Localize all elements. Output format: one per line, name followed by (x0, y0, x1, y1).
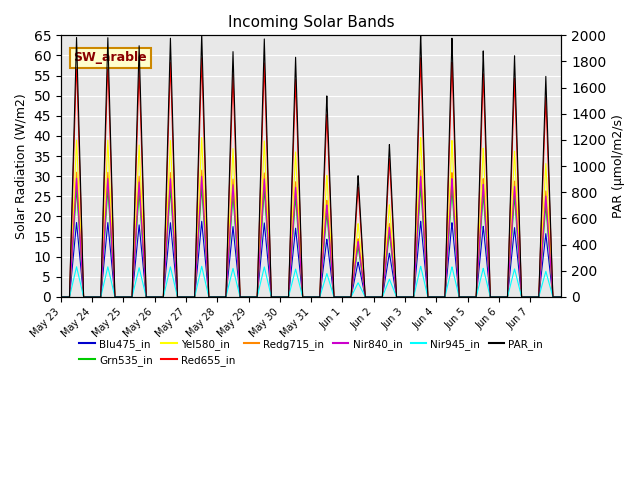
Grn535_in (198, 184, 205, 190)
Nir840_in (486, 284, 493, 289)
Red655_in (330, 282, 337, 288)
Line: Redg715_in: Redg715_in (61, 170, 561, 297)
Red655_in (486, 274, 493, 279)
PAR_in (473, 276, 481, 282)
Nir945_in (356, 284, 364, 290)
Red655_in (557, 294, 565, 300)
Nir945_in (486, 291, 493, 297)
Yel580_in (356, 242, 364, 248)
Nir840_in (161, 272, 168, 278)
Yel580_in (57, 294, 65, 300)
Blu475_in (449, 222, 456, 228)
Blu475_in (473, 289, 481, 295)
Line: Grn535_in: Grn535_in (61, 187, 561, 297)
Nir840_in (473, 286, 481, 292)
Blu475_in (198, 218, 205, 224)
Yel580_in (161, 265, 168, 271)
PAR_in (57, 294, 65, 300)
Nir945_in (449, 264, 456, 270)
PAR_in (486, 271, 493, 277)
Nir840_in (57, 294, 65, 300)
Line: PAR_in: PAR_in (61, 33, 561, 297)
Yel580_in (557, 294, 565, 300)
PAR_in (557, 294, 565, 300)
Redg715_in (161, 271, 168, 276)
Nir945_in (198, 264, 205, 269)
Redg715_in (330, 288, 337, 293)
Grn535_in (449, 188, 456, 194)
PAR_in (356, 209, 364, 215)
Grn535_in (330, 288, 337, 294)
Grn535_in (473, 287, 481, 292)
Red655_in (449, 65, 456, 71)
Nir945_in (57, 294, 65, 300)
Nir840_in (198, 173, 205, 179)
Redg715_in (557, 294, 565, 300)
Nir945_in (330, 292, 337, 298)
Redg715_in (198, 168, 205, 173)
Line: Blu475_in: Blu475_in (61, 221, 561, 297)
Text: SW_arable: SW_arable (74, 51, 147, 64)
Nir945_in (557, 294, 565, 300)
Grn535_in (161, 274, 168, 280)
Red655_in (198, 55, 205, 60)
Yel580_in (486, 280, 493, 286)
Y-axis label: Solar Radiation (W/m2): Solar Radiation (W/m2) (15, 93, 28, 239)
Yel580_in (330, 286, 337, 292)
Yel580_in (449, 142, 456, 147)
Grn535_in (57, 294, 65, 300)
Red655_in (161, 251, 168, 256)
Legend: Blu475_in, Grn535_in, Yel580_in, Red655_in, Redg715_in, Nir840_in, Nir945_in, PA: Blu475_in, Grn535_in, Yel580_in, Red655_… (75, 335, 547, 370)
Red655_in (473, 278, 481, 284)
Redg715_in (486, 283, 493, 289)
Red655_in (57, 294, 65, 300)
Title: Incoming Solar Bands: Incoming Solar Bands (228, 15, 394, 30)
Blu475_in (330, 290, 337, 296)
Yel580_in (198, 135, 205, 141)
Blu475_in (486, 288, 493, 293)
Yel580_in (473, 283, 481, 289)
Blu475_in (161, 280, 168, 286)
Nir840_in (330, 288, 337, 294)
Line: Nir945_in: Nir945_in (61, 266, 561, 297)
Redg715_in (57, 294, 65, 300)
Line: Yel580_in: Yel580_in (61, 138, 561, 297)
Redg715_in (473, 286, 481, 291)
Nir840_in (449, 179, 456, 184)
Redg715_in (449, 173, 456, 179)
Line: Nir840_in: Nir840_in (61, 176, 561, 297)
PAR_in (161, 246, 168, 252)
Nir945_in (473, 292, 481, 298)
Blu475_in (356, 270, 364, 276)
Nir945_in (161, 288, 168, 294)
Line: Red655_in: Red655_in (61, 58, 561, 297)
PAR_in (198, 30, 205, 36)
Blu475_in (57, 294, 65, 300)
Nir840_in (356, 255, 364, 261)
Grn535_in (356, 258, 364, 264)
Redg715_in (356, 253, 364, 259)
PAR_in (330, 281, 337, 287)
Grn535_in (557, 294, 565, 300)
Y-axis label: PAR (μmol/m2/s): PAR (μmol/m2/s) (612, 114, 625, 218)
Nir840_in (557, 294, 565, 300)
Red655_in (356, 217, 364, 223)
PAR_in (449, 42, 456, 48)
Grn535_in (486, 285, 493, 290)
Blu475_in (557, 294, 565, 300)
